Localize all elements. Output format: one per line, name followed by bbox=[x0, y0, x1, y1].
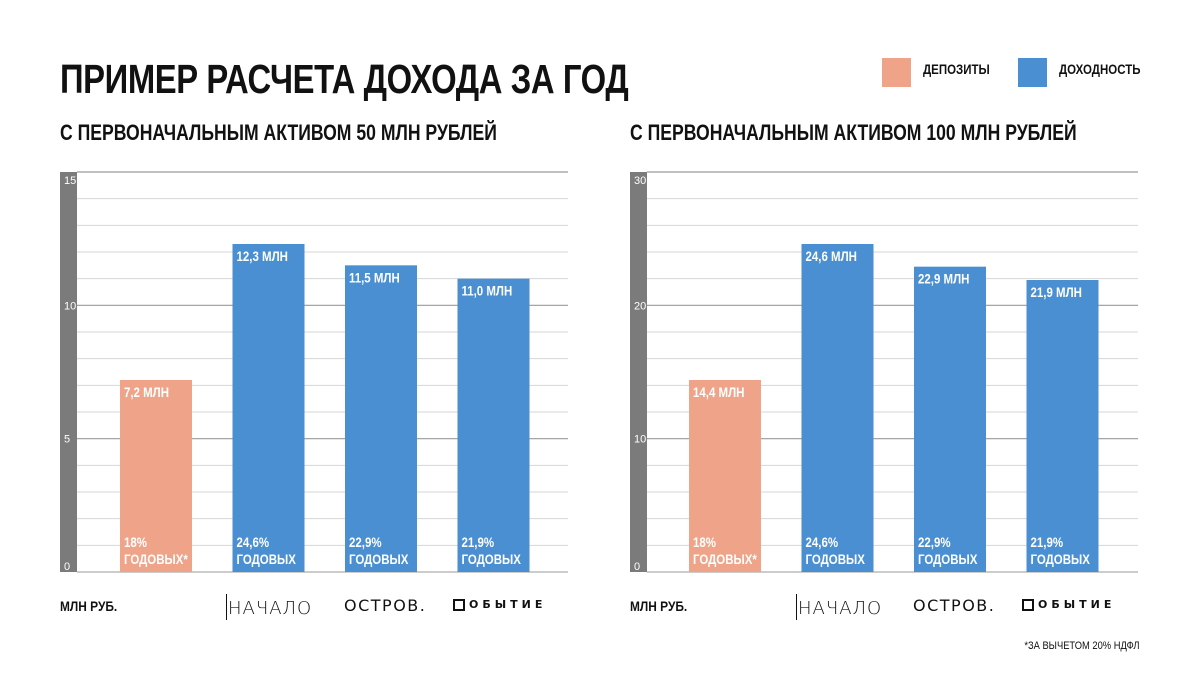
chart-1-title: С ПЕРВОНАЧАЛЬНЫМ АКТИВОМ 50 МЛН РУБЛЕЙ bbox=[60, 120, 497, 145]
legend-swatch-deposits bbox=[882, 58, 911, 87]
bar-rate-label: ГОДОВЫХ bbox=[462, 551, 522, 567]
bar-rate-label: ГОДОВЫХ bbox=[918, 551, 978, 567]
chart-1-y-axis bbox=[60, 172, 77, 572]
nachalo-logo: НАЧАЛО bbox=[796, 594, 882, 620]
sobytie-logo-mark bbox=[1022, 598, 1034, 611]
bar-rate-label: 22,9% bbox=[349, 534, 382, 550]
bar-rate-label: ГОДОВЫХ bbox=[237, 551, 297, 567]
bar-rate-label: ГОДОВЫХ bbox=[806, 551, 866, 567]
nachalo-logo-mark bbox=[226, 594, 227, 620]
legend-item-deposits: ДЕПОЗИТЫ bbox=[882, 58, 1004, 87]
legend-label-deposits: ДЕПОЗИТЫ bbox=[923, 61, 990, 77]
bar-yield bbox=[457, 278, 530, 572]
bar-rate-label: ГОДОВЫХ bbox=[349, 551, 409, 567]
sobytie-logo-text: ОБЫТИЕ bbox=[1038, 598, 1116, 611]
bar-value-label: 22,9 МЛН bbox=[918, 271, 969, 287]
chart-1-unit-label: МЛН РУБ. bbox=[60, 598, 118, 614]
bar-value-label: 11,5 МЛН bbox=[349, 269, 400, 285]
bar-value-label: 12,3 МЛН bbox=[237, 248, 288, 264]
bar-rate-label: ГОДОВЫХ bbox=[1031, 551, 1091, 567]
ostrov-logo: ОСТРОВ. bbox=[913, 596, 996, 615]
y-tick-label: 15 bbox=[64, 175, 76, 187]
bar-deposit bbox=[120, 380, 192, 572]
nachalo-logo: НАЧАЛО bbox=[226, 594, 312, 620]
chart-2-y-axis bbox=[630, 172, 647, 572]
bar-rate-label: 24,6% bbox=[237, 534, 270, 550]
bar-rate-label: ГОДОВЫХ* bbox=[693, 551, 757, 567]
bar-yield bbox=[232, 244, 305, 572]
y-tick-label: 0 bbox=[634, 561, 640, 573]
y-tick-label: 10 bbox=[634, 434, 646, 446]
legend-swatch-yield bbox=[1018, 58, 1047, 87]
legend-item-yield: ДОХОДНОСТЬ bbox=[1018, 58, 1158, 87]
nachalo-logo-text: НАЧАЛО bbox=[228, 598, 313, 619]
chart-2-unit-label: МЛН РУБ. bbox=[630, 598, 688, 614]
y-tick-label: 0 bbox=[64, 561, 70, 573]
page-title: ПРИМЕР РАСЧЕТА ДОХОДА ЗА ГОД bbox=[60, 56, 629, 102]
bar-deposit bbox=[689, 380, 761, 572]
sobytie-logo-mark bbox=[453, 598, 465, 611]
bar-yield bbox=[345, 265, 417, 572]
sobytie-logo: ОБЫТИЕ bbox=[1022, 598, 1115, 611]
bar-value-label: 11,0 МЛН bbox=[462, 283, 513, 299]
bar-rate-label: 18% bbox=[124, 534, 148, 550]
bar-yield bbox=[914, 266, 986, 572]
y-tick-label: 20 bbox=[634, 300, 646, 312]
bar-rate-label: 18% bbox=[693, 534, 717, 550]
footnote: *ЗА ВЫЧЕТОМ 20% НДФЛ bbox=[1024, 640, 1140, 652]
chart-2-title: С ПЕРВОНАЧАЛЬНЫМ АКТИВОМ 100 МЛН РУБЛЕЙ bbox=[630, 120, 1077, 145]
bar-yield bbox=[1026, 280, 1099, 572]
nachalo-logo-mark bbox=[796, 594, 797, 620]
bar-value-label: 24,6 МЛН bbox=[806, 248, 857, 264]
sobytie-logo: ОБЫТИЕ bbox=[453, 598, 546, 611]
bar-value-label: 14,4 МЛН bbox=[693, 384, 744, 400]
bar-rate-label: 21,9% bbox=[1031, 534, 1064, 550]
y-tick-label: 5 bbox=[64, 434, 70, 446]
legend-label-yield: ДОХОДНОСТЬ bbox=[1059, 61, 1141, 77]
sobytie-logo-text: ОБЫТИЕ bbox=[469, 598, 547, 611]
bar-value-label: 21,9 МЛН bbox=[1031, 284, 1082, 300]
bar-value-label: 7,2 МЛН bbox=[124, 384, 169, 400]
y-tick-label: 30 bbox=[634, 175, 646, 187]
bar-rate-label: 22,9% bbox=[918, 534, 951, 550]
bar-rate-label: ГОДОВЫХ* bbox=[124, 551, 188, 567]
bar-rate-label: 21,9% bbox=[462, 534, 495, 550]
nachalo-logo-text: НАЧАЛО bbox=[798, 598, 883, 619]
y-tick-label: 10 bbox=[64, 300, 76, 312]
bar-rate-label: 24,6% bbox=[806, 534, 839, 550]
ostrov-logo: ОСТРОВ. bbox=[344, 596, 427, 615]
bar-yield bbox=[801, 244, 874, 572]
